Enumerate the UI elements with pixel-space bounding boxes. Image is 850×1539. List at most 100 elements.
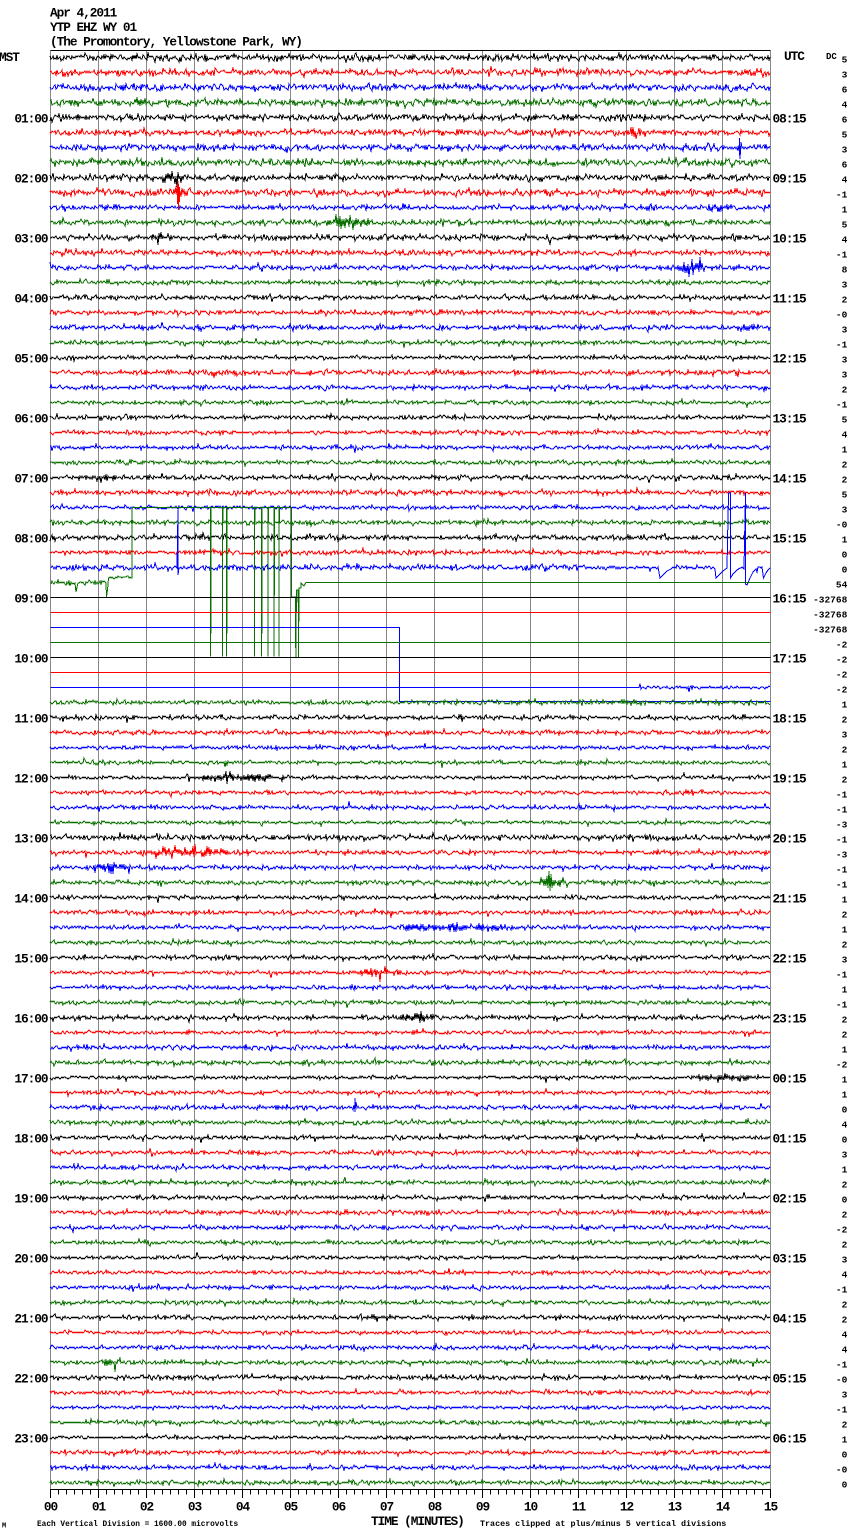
svg-text:07: 07 [380, 1499, 394, 1514]
svg-text:M: M [2, 1523, 6, 1531]
svg-text:2: 2 [842, 1300, 848, 1311]
svg-text:2: 2 [842, 1420, 848, 1431]
svg-text:04:15: 04:15 [773, 1312, 808, 1327]
svg-text:-2: -2 [836, 655, 848, 666]
svg-text:21:15: 21:15 [773, 892, 808, 907]
svg-text:(The Promontory, Yellowstone P: (The Promontory, Yellowstone Park, WY) [50, 35, 302, 50]
svg-text:5: 5 [842, 415, 848, 426]
svg-text:00:15: 00:15 [773, 1072, 808, 1087]
svg-text:10:15: 10:15 [773, 232, 808, 247]
svg-text:-1: -1 [836, 1285, 848, 1296]
svg-text:-1: -1 [836, 400, 848, 411]
svg-text:23:15: 23:15 [773, 1012, 808, 1027]
svg-text:-32768: -32768 [813, 610, 848, 621]
svg-text:0: 0 [842, 1450, 848, 1461]
svg-text:15:00: 15:00 [14, 952, 48, 967]
svg-text:-1: -1 [836, 250, 848, 261]
svg-text:5: 5 [842, 220, 848, 231]
svg-text:01: 01 [92, 1499, 107, 1514]
svg-text:3: 3 [842, 1255, 848, 1266]
svg-text:06:00: 06:00 [14, 412, 48, 427]
svg-text:1: 1 [842, 895, 848, 906]
svg-text:1: 1 [842, 985, 848, 996]
svg-text:22:00: 22:00 [14, 1372, 48, 1387]
svg-text:08:15: 08:15 [773, 112, 808, 127]
svg-text:1: 1 [842, 1045, 848, 1056]
svg-text:06: 06 [332, 1499, 346, 1514]
svg-text:3: 3 [842, 145, 848, 156]
svg-text:5: 5 [842, 130, 848, 141]
svg-text:19:00: 19:00 [14, 1192, 48, 1207]
svg-text:02:15: 02:15 [773, 1192, 808, 1207]
svg-text:-3: -3 [836, 820, 848, 831]
svg-text:02:00: 02:00 [14, 172, 48, 187]
svg-text:-0: -0 [836, 1465, 848, 1476]
svg-text:1: 1 [842, 1090, 848, 1101]
svg-text:10:00: 10:00 [14, 652, 48, 667]
svg-text:15: 15 [764, 1499, 779, 1514]
svg-text:2: 2 [842, 475, 848, 486]
svg-text:3: 3 [842, 1390, 848, 1401]
svg-text:54: 54 [836, 580, 848, 591]
svg-text:12: 12 [620, 1499, 634, 1514]
svg-text:-0: -0 [836, 310, 848, 321]
svg-text:08:00: 08:00 [14, 532, 48, 547]
svg-text:14:00: 14:00 [14, 892, 48, 907]
svg-text:-2: -2 [836, 1060, 848, 1071]
svg-text:11:15: 11:15 [773, 292, 808, 307]
svg-text:06:15: 06:15 [773, 1432, 808, 1447]
svg-text:10: 10 [524, 1499, 538, 1514]
svg-text:2: 2 [842, 715, 848, 726]
svg-text:2: 2 [842, 940, 848, 951]
svg-text:4: 4 [842, 1120, 848, 1131]
svg-text:-32768: -32768 [813, 595, 848, 606]
svg-text:20:00: 20:00 [14, 1252, 48, 1267]
svg-text:13:15: 13:15 [773, 412, 808, 427]
svg-text:0: 0 [842, 1480, 848, 1491]
svg-text:4: 4 [842, 175, 848, 186]
svg-text:05:00: 05:00 [14, 352, 48, 367]
svg-text:1: 1 [842, 760, 848, 771]
svg-text:5: 5 [842, 490, 848, 501]
svg-text:2: 2 [842, 1030, 848, 1041]
svg-text:05: 05 [284, 1499, 299, 1514]
svg-text:09: 09 [476, 1499, 490, 1514]
svg-text:1: 1 [842, 1075, 848, 1086]
svg-text:2: 2 [842, 775, 848, 786]
svg-text:-1: -1 [836, 1360, 848, 1371]
svg-text:0: 0 [842, 550, 848, 561]
svg-text:2: 2 [842, 1240, 848, 1251]
svg-text:22:15: 22:15 [773, 952, 808, 967]
svg-text:0: 0 [842, 1195, 848, 1206]
svg-text:-1: -1 [836, 340, 848, 351]
svg-text:MST: MST [0, 50, 20, 65]
svg-text:-2: -2 [836, 640, 848, 651]
svg-text:23:00: 23:00 [14, 1432, 48, 1447]
svg-text:12:15: 12:15 [773, 352, 808, 367]
svg-text:1: 1 [842, 535, 848, 546]
svg-text:2: 2 [842, 910, 848, 921]
svg-text:0: 0 [842, 1105, 848, 1116]
svg-text:3: 3 [842, 370, 848, 381]
svg-text:-1: -1 [836, 805, 848, 816]
svg-text:-3: -3 [836, 850, 848, 861]
svg-text:12:00: 12:00 [14, 772, 48, 787]
svg-text:6: 6 [842, 85, 848, 96]
svg-text:2: 2 [842, 295, 848, 306]
svg-text:2: 2 [842, 745, 848, 756]
svg-text:0: 0 [842, 565, 848, 576]
svg-text:-2: -2 [836, 670, 848, 681]
svg-text:01:00: 01:00 [14, 112, 48, 127]
svg-text:-1: -1 [836, 835, 848, 846]
svg-text:6: 6 [842, 160, 848, 171]
svg-text:DC: DC [826, 52, 837, 62]
svg-text:4: 4 [842, 235, 848, 246]
svg-text:17:15: 17:15 [773, 652, 808, 667]
svg-text:14:15: 14:15 [773, 472, 808, 487]
svg-text:2: 2 [842, 1210, 848, 1221]
svg-text:-1: -1 [836, 790, 848, 801]
svg-text:2: 2 [842, 460, 848, 471]
svg-text:UTC: UTC [784, 49, 805, 64]
svg-text:18:00: 18:00 [14, 1132, 48, 1147]
svg-text:3: 3 [842, 1150, 848, 1161]
